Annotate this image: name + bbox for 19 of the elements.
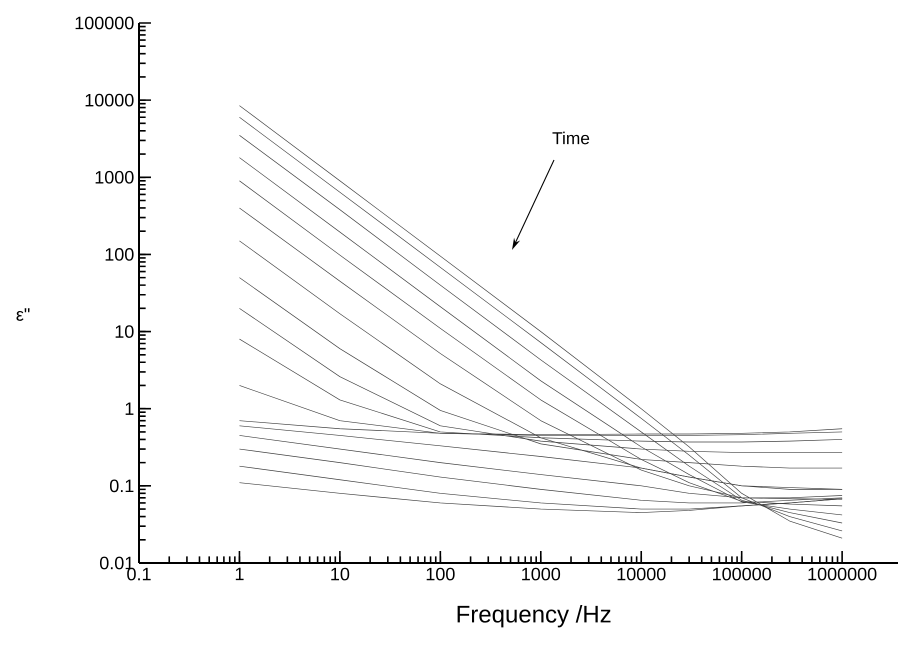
x-tick-label: 100 — [426, 568, 455, 580]
y-tick-label: 10 — [116, 325, 134, 338]
x-tick-label: 0.1 — [127, 568, 151, 580]
x-axis-title: Frequency /Hz — [458, 605, 610, 628]
y-tick-label: 1 — [126, 402, 134, 415]
x-tick-label: 10 — [331, 568, 350, 580]
y-tick-label: 0.01 — [100, 556, 134, 570]
y-tick-label: 0.1 — [110, 479, 134, 492]
x-tick-label: 100000 — [713, 568, 771, 580]
x-tick-label: 1000 — [522, 568, 560, 580]
y-tick-label: 100000 — [76, 16, 134, 30]
y-axis-title: ε" — [16, 308, 30, 321]
y-tick-label: 1000 — [96, 170, 134, 184]
x-tick-label: 1000000 — [808, 568, 876, 580]
x-tick-label: 10000 — [618, 568, 666, 580]
annotation: Time — [552, 132, 590, 144]
y-tick-label: 10000 — [86, 94, 134, 106]
x-tick-label: 1 — [236, 568, 244, 580]
y-tick-label: 100 — [106, 248, 134, 261]
